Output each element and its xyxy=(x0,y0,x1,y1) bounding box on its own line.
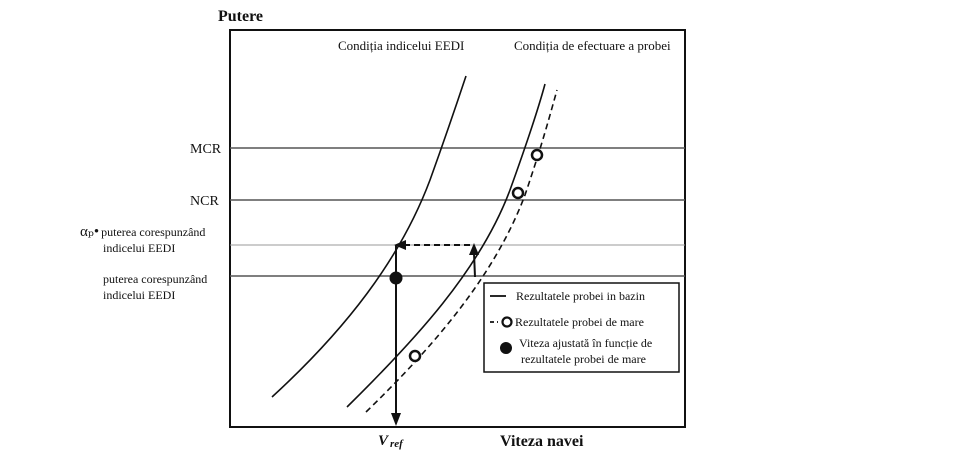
legend-adjusted-marker xyxy=(500,342,512,354)
y-axis-label: Putere xyxy=(218,8,263,25)
legend-adjusted-label-line2: rezultatele probei de mare xyxy=(521,352,646,366)
eedi-condition-curve xyxy=(271,75,467,398)
mcr-label: MCR xyxy=(190,142,222,157)
sea-trial-condition-label: Condiția de efectuare a probei xyxy=(514,38,671,53)
sea-trial-point-1 xyxy=(530,148,544,162)
plot-frame xyxy=(229,29,686,428)
legend-adjusted-label-line1: Viteza ajustată în funcție de xyxy=(519,336,652,350)
v-ref-sub: ref xyxy=(390,438,404,450)
ncr-label: NCR xyxy=(190,194,219,209)
alpha-power-label-line2: indicelui EEDI xyxy=(103,241,175,255)
legend-tank-label: Rezultatele probei in bazin xyxy=(516,289,645,303)
sea-trial-point-2 xyxy=(511,186,525,200)
alpha-prefix: αₚ• xyxy=(80,224,99,240)
sea-trial-point-3 xyxy=(408,349,422,363)
eedi-power-label-line1: puterea corespunzând xyxy=(103,272,207,286)
up-arrow-shaft xyxy=(473,252,476,278)
alpha-power-label-line1: αₚ• puterea corespunzând xyxy=(80,224,205,240)
legend-sea-marker xyxy=(501,316,513,328)
down-arrow-head xyxy=(391,413,401,426)
up-arrow-head xyxy=(469,243,479,255)
v-ref-v: V xyxy=(378,433,390,449)
legend-box xyxy=(483,282,680,373)
left-arrow-head xyxy=(394,240,406,250)
x-axis-label: Viteza navei xyxy=(500,433,584,450)
eedi-power-label-line2: indicelui EEDI xyxy=(103,288,175,302)
alpha-line1: puterea corespunzând xyxy=(101,225,205,239)
legend-sea-label: Rezultatele probei de mare xyxy=(515,315,644,329)
eedi-condition-label: Condiția indicelui EEDI xyxy=(338,38,464,53)
tank-test-curve xyxy=(346,83,546,408)
